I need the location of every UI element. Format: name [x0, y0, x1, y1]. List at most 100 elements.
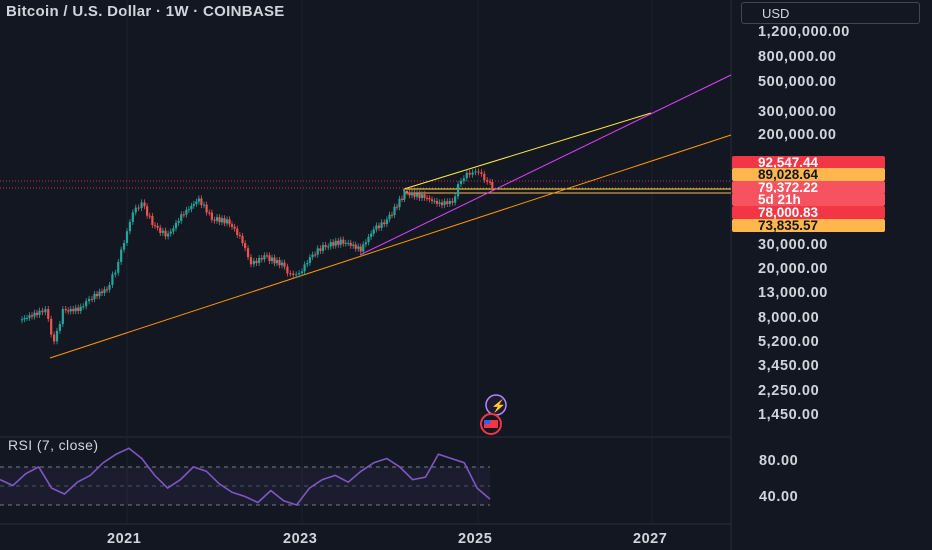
candle-body	[418, 193, 421, 199]
candle-body	[28, 315, 31, 318]
candle-body	[398, 198, 401, 208]
candle-body	[435, 200, 439, 204]
currency-select[interactable]: USD	[741, 2, 920, 24]
candle-body	[105, 289, 109, 291]
candle-body	[252, 260, 255, 265]
candle-body	[255, 260, 258, 264]
candle-body	[190, 205, 193, 210]
candle-body	[438, 202, 441, 204]
price-tick: 20,000.00	[758, 261, 828, 277]
yellow-upper-trendline	[403, 112, 652, 190]
event-badges[interactable]: ⚡	[480, 394, 507, 435]
candle-body	[462, 178, 465, 181]
candle-body	[364, 242, 367, 245]
candle-body	[90, 298, 94, 300]
candle-body	[357, 246, 360, 249]
candle-body	[372, 229, 375, 234]
candle-body	[273, 257, 276, 264]
candle-body	[280, 262, 284, 266]
candle-body	[349, 242, 352, 246]
candle-body	[480, 172, 483, 174]
candle-body	[153, 225, 157, 227]
candle-body	[38, 310, 41, 315]
candle-body	[23, 317, 26, 320]
candle-body	[308, 257, 311, 263]
price-tick: 2,250.00	[758, 383, 820, 399]
candle-body	[159, 227, 162, 233]
rsi-label: RSI (7, close)	[8, 437, 99, 453]
candle-body	[50, 318, 53, 335]
time-tick-2027: 2027	[633, 531, 668, 547]
price-tag-high: 92,547.44	[732, 156, 885, 169]
candle-body	[260, 258, 263, 260]
candle-body	[246, 248, 250, 258]
candle-body	[241, 235, 244, 244]
candle-body	[465, 172, 468, 179]
price-tick: 13,000.00	[758, 285, 828, 301]
candle-body	[329, 242, 332, 247]
candle-body	[215, 217, 219, 221]
time-tick-2023: 2023	[283, 531, 318, 547]
chart-title: Bitcoin / U.S. Dollar · 1W · COINBASE	[6, 3, 285, 20]
candle-body	[319, 248, 322, 251]
time-tick-2021: 2021	[107, 531, 142, 547]
candle-body	[125, 231, 129, 244]
candle-body	[30, 315, 34, 317]
candle-body	[185, 209, 188, 215]
candle-body	[117, 261, 120, 273]
candlestick-series	[20, 168, 494, 345]
candle-body	[403, 191, 406, 200]
candle-body	[143, 202, 146, 207]
candle-body	[72, 308, 75, 312]
candle-body	[486, 180, 489, 182]
candle-body	[167, 233, 170, 237]
candle-body	[93, 293, 96, 300]
candle-body	[200, 198, 203, 206]
candle-body	[405, 191, 409, 193]
price-tick: 30,000.00	[758, 237, 828, 253]
candle-body	[58, 324, 62, 331]
candle-body	[35, 312, 39, 315]
candle-body	[202, 204, 206, 206]
candle-body	[213, 219, 216, 221]
price-tick: 800,000.00	[758, 49, 837, 65]
rsi-tick-80: 80.00	[759, 453, 799, 469]
candle-body	[137, 207, 140, 209]
candle-body	[258, 258, 261, 264]
candle-body	[289, 273, 292, 275]
candle-body	[134, 207, 137, 213]
candle-body	[218, 217, 221, 223]
candle-body	[128, 221, 132, 232]
candle-body	[208, 212, 211, 214]
candle-body	[352, 244, 355, 246]
candle-body	[278, 260, 281, 266]
candle-body	[85, 301, 88, 307]
candle-body	[428, 198, 431, 200]
candle-body	[169, 231, 172, 234]
candle-body	[448, 201, 451, 204]
candle-body	[172, 228, 175, 232]
candle-body	[327, 246, 330, 248]
candle-body	[474, 171, 477, 173]
candle-body	[98, 291, 101, 297]
trendline-group[interactable]	[49, 74, 732, 359]
price-tick: 5,200.00	[758, 334, 820, 350]
candle-body	[451, 201, 454, 203]
candle-body	[292, 273, 295, 275]
candle-body	[111, 274, 114, 285]
candle-body	[433, 200, 436, 202]
candle-body	[228, 219, 231, 225]
candle-body	[321, 245, 325, 251]
candle-body	[337, 240, 340, 245]
candle-body	[249, 257, 253, 265]
candle-body	[64, 309, 67, 311]
candle-body	[440, 202, 444, 206]
candle-body	[459, 180, 463, 185]
candle-body	[197, 198, 200, 202]
magenta-trendline	[359, 74, 732, 256]
candle-body	[103, 289, 106, 293]
candle-body	[354, 244, 357, 249]
candle-body	[344, 242, 347, 244]
price-tick: 3,450.00	[758, 358, 820, 374]
